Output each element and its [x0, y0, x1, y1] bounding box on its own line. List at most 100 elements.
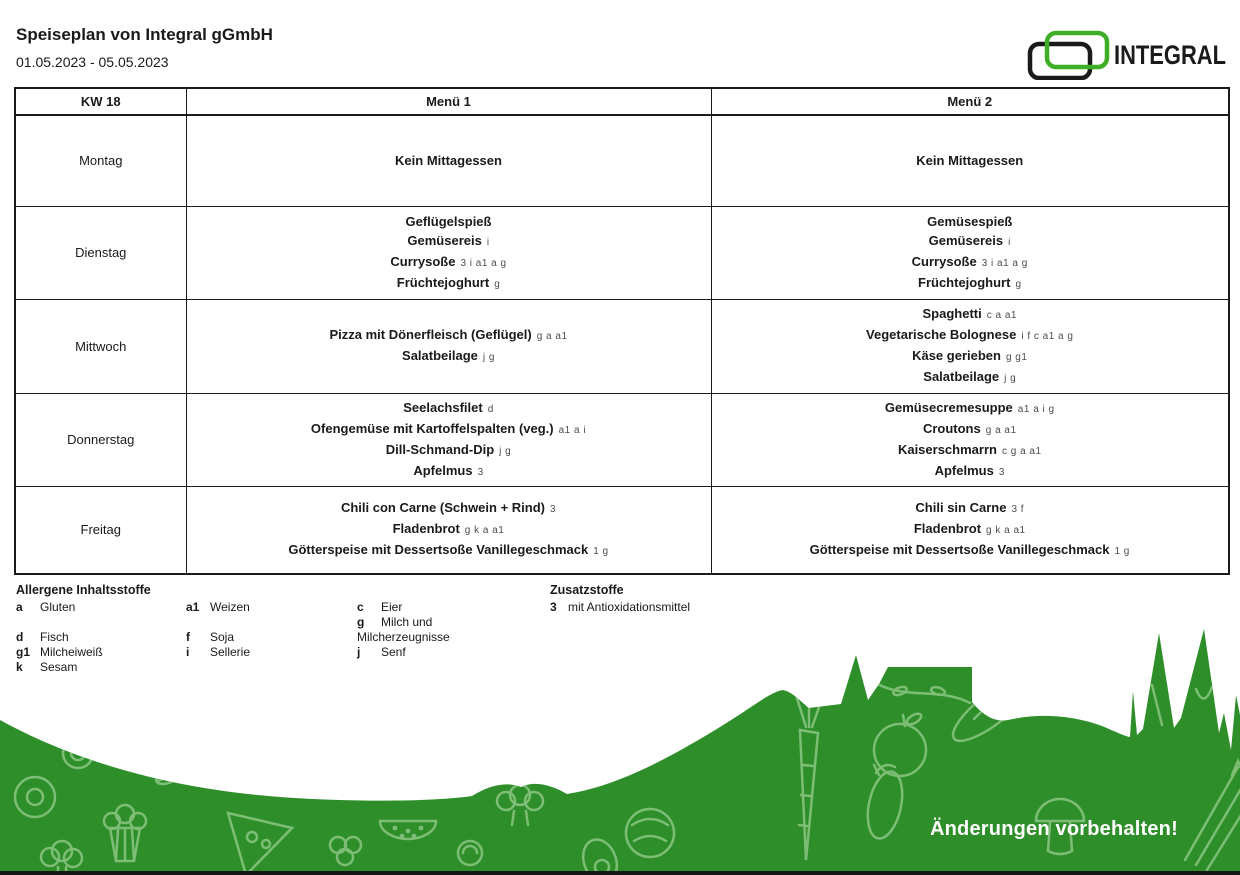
allergen-codes: 3 f	[1011, 504, 1025, 516]
legend-label: Eier	[381, 600, 403, 614]
page-title: Speiseplan von Integral gGmbH	[16, 25, 273, 44]
dish-line: Dill-Schmand-Dip j g	[197, 440, 701, 461]
menu1-header: Menü 1	[185, 87, 712, 116]
legend-code: g	[357, 615, 365, 629]
legend-code: f	[186, 630, 190, 644]
dish-line: Croutons g a a1	[722, 419, 1219, 440]
dish-name: Seelachsfilet	[403, 399, 483, 415]
dish-name: Spaghetti	[922, 306, 982, 321]
dish-line: Vegetarische Bolognese i f c a1 a g	[722, 325, 1219, 346]
allergen-column: a Gluten d Fisch g1 Milcheiweiß k Sesam	[16, 600, 103, 675]
menu-cell: Kein Mittagessen	[185, 114, 712, 207]
allergen-codes: 3	[998, 466, 1005, 478]
dish-name: Croutons	[922, 420, 981, 436]
dish-name: Gemüsecremesuppe	[884, 399, 1013, 415]
dish-line: Götterspeise mit Dessertsoße Vanillegesc…	[722, 540, 1219, 561]
dish-name: Kaiserschmarrn	[897, 441, 997, 457]
legend-item: Milcherzeugnisse	[357, 630, 450, 645]
dish-line: Pizza mit Dönerfleisch (Geflügel) g a a1	[197, 325, 701, 346]
dish-line: Gemüsecremesuppe a1 a i g	[722, 398, 1219, 419]
allergen-codes: a1 a i g	[1017, 403, 1055, 415]
menu-table: KW 18 Menü 1 Menü 2 Montag Kein Mittagess…	[14, 87, 1230, 575]
allergen-codes: g k a a1	[986, 525, 1026, 537]
day-cell: Donnerstag	[14, 392, 187, 487]
menu-cell: Spaghetti c a a1 Vegetarische Bolognese i f…	[710, 298, 1230, 394]
allergen-codes: 3 i a1 a g	[981, 257, 1028, 269]
menu-cell: Seelachsfilet d Ofengemüse mit Kartoffelsp…	[185, 392, 712, 487]
legend-label: Milcherzeugnisse	[357, 630, 450, 644]
dish-name: Geflügelspieß	[405, 213, 492, 229]
table-row: Mittwoch Pizza mit Dönerfleisch (Geflügel…	[14, 298, 1230, 394]
legend-item: a1 Weizen	[186, 600, 250, 615]
allergen-codes: g k a a1	[464, 525, 505, 537]
legend-code: 3	[550, 600, 557, 614]
table-header-row: KW 18 Menü 1 Menü 2	[14, 87, 1230, 116]
table-row: Freitag Chili con Carne (Schwein + Rind) 3…	[14, 485, 1230, 575]
integral-logo: INTEGRAL	[1027, 30, 1226, 80]
dish-name: Gemüsereis	[407, 232, 482, 248]
dish-name: Dill-Schmand-Dip	[385, 441, 495, 457]
table-row: Dienstag Geflügelspieß Gemüsereis i Currysoß…	[14, 205, 1230, 300]
dish-line: Currysoße 3 i a1 a g	[197, 252, 701, 273]
dish-line: Gemüsereis i	[197, 231, 701, 252]
legend-code: i	[186, 645, 190, 659]
allergen-codes: c a a1	[986, 310, 1017, 321]
dish-line: Kein Mittagessen	[197, 151, 701, 170]
legend-item: g1 Milcheiweiß	[16, 645, 103, 660]
legend-code: a	[16, 600, 23, 614]
legend-code: a1	[186, 600, 200, 614]
allergen-legend-title: Allergene Inhaltsstoffe	[16, 583, 151, 597]
allergen-codes: j g	[499, 445, 512, 457]
legend-item: k Sesam	[16, 660, 103, 675]
menu-cell: Gemüsecremesuppe a1 a i g Croutons g a a1 Ka…	[710, 392, 1230, 487]
dish-name: Götterspeise mit Dessertsoße Vanillegesc…	[809, 542, 1110, 558]
additives-legend-title: Zusatzstoffe	[550, 583, 624, 597]
dish-name: Currysoße	[390, 253, 456, 269]
day-cell: Dienstag	[14, 205, 187, 300]
dish-name: Früchtejoghurt	[396, 274, 490, 290]
allergen-codes: i	[1008, 236, 1011, 248]
dish-line: Currysoße 3 i a1 a g	[722, 252, 1219, 273]
allergen-codes: c g a a1	[1001, 445, 1042, 457]
menu-cell: Gemüsespieß Gemüsereis i Currysoße 3 i a1 a …	[710, 205, 1230, 300]
logo-mark-icon	[1027, 30, 1110, 80]
dish-name: Pizza mit Dönerfleisch (Geflügel)	[329, 327, 532, 342]
allergen-codes: a1 a i	[558, 424, 587, 436]
legend-label: Milcheiweiß	[40, 645, 103, 659]
day-cell: Montag	[14, 114, 187, 207]
dish-line: Salatbeilage j g	[197, 346, 701, 367]
dish-name: Currysoße	[911, 253, 977, 269]
menu-table-body: Montag Kein Mittagessen Kein Mittagessen Di…	[14, 114, 1230, 575]
dish-line: Spaghetti c a a1	[722, 304, 1219, 325]
dish-name: Chili con Carne (Schwein + Rind)	[340, 500, 545, 516]
menu-cell: Pizza mit Dönerfleisch (Geflügel) g a a1 S…	[185, 298, 712, 394]
legend-label: Senf	[381, 645, 406, 659]
allergen-codes: 3	[477, 466, 484, 478]
legend-item: d Fisch	[16, 630, 103, 645]
allergen-codes: g a a1	[536, 331, 568, 342]
dish-name: Vegetarische Bolognese	[866, 327, 1017, 342]
allergen-codes: 1 g	[593, 546, 609, 558]
legend-item: i Sellerie	[186, 645, 250, 660]
legend-code: g1	[16, 645, 31, 659]
date-range: 01.05.2023 - 05.05.2023	[16, 54, 169, 70]
legend-code: k	[16, 660, 23, 674]
footer-notice: Änderungen vorbehalten!	[930, 818, 1178, 840]
dish-line: Fladenbrot g k a a1	[722, 519, 1219, 540]
bottom-edge	[0, 871, 1240, 875]
legend-item: a Gluten	[16, 600, 103, 615]
dish-line: Apfelmus 3	[197, 461, 701, 482]
dish-name: Salatbeilage	[923, 369, 1000, 384]
dish-name: Salatbeilage	[402, 348, 478, 363]
allergen-codes: j g	[1004, 373, 1017, 384]
dish-line: Gemüsespieß	[722, 212, 1219, 231]
dish-line: Geflügelspieß	[197, 212, 701, 231]
week-header: KW 18	[14, 87, 187, 116]
allergen-codes: d	[487, 403, 494, 415]
additives-legend: Zusatzstoffe 3 mit Antioxidationsmittel	[550, 583, 690, 615]
dish-name: Käse gerieben	[912, 348, 1001, 363]
dish-name: Apfelmus	[413, 462, 473, 478]
legend-label: Sellerie	[210, 645, 251, 659]
dish-line: Früchtejoghurt g	[197, 273, 701, 294]
